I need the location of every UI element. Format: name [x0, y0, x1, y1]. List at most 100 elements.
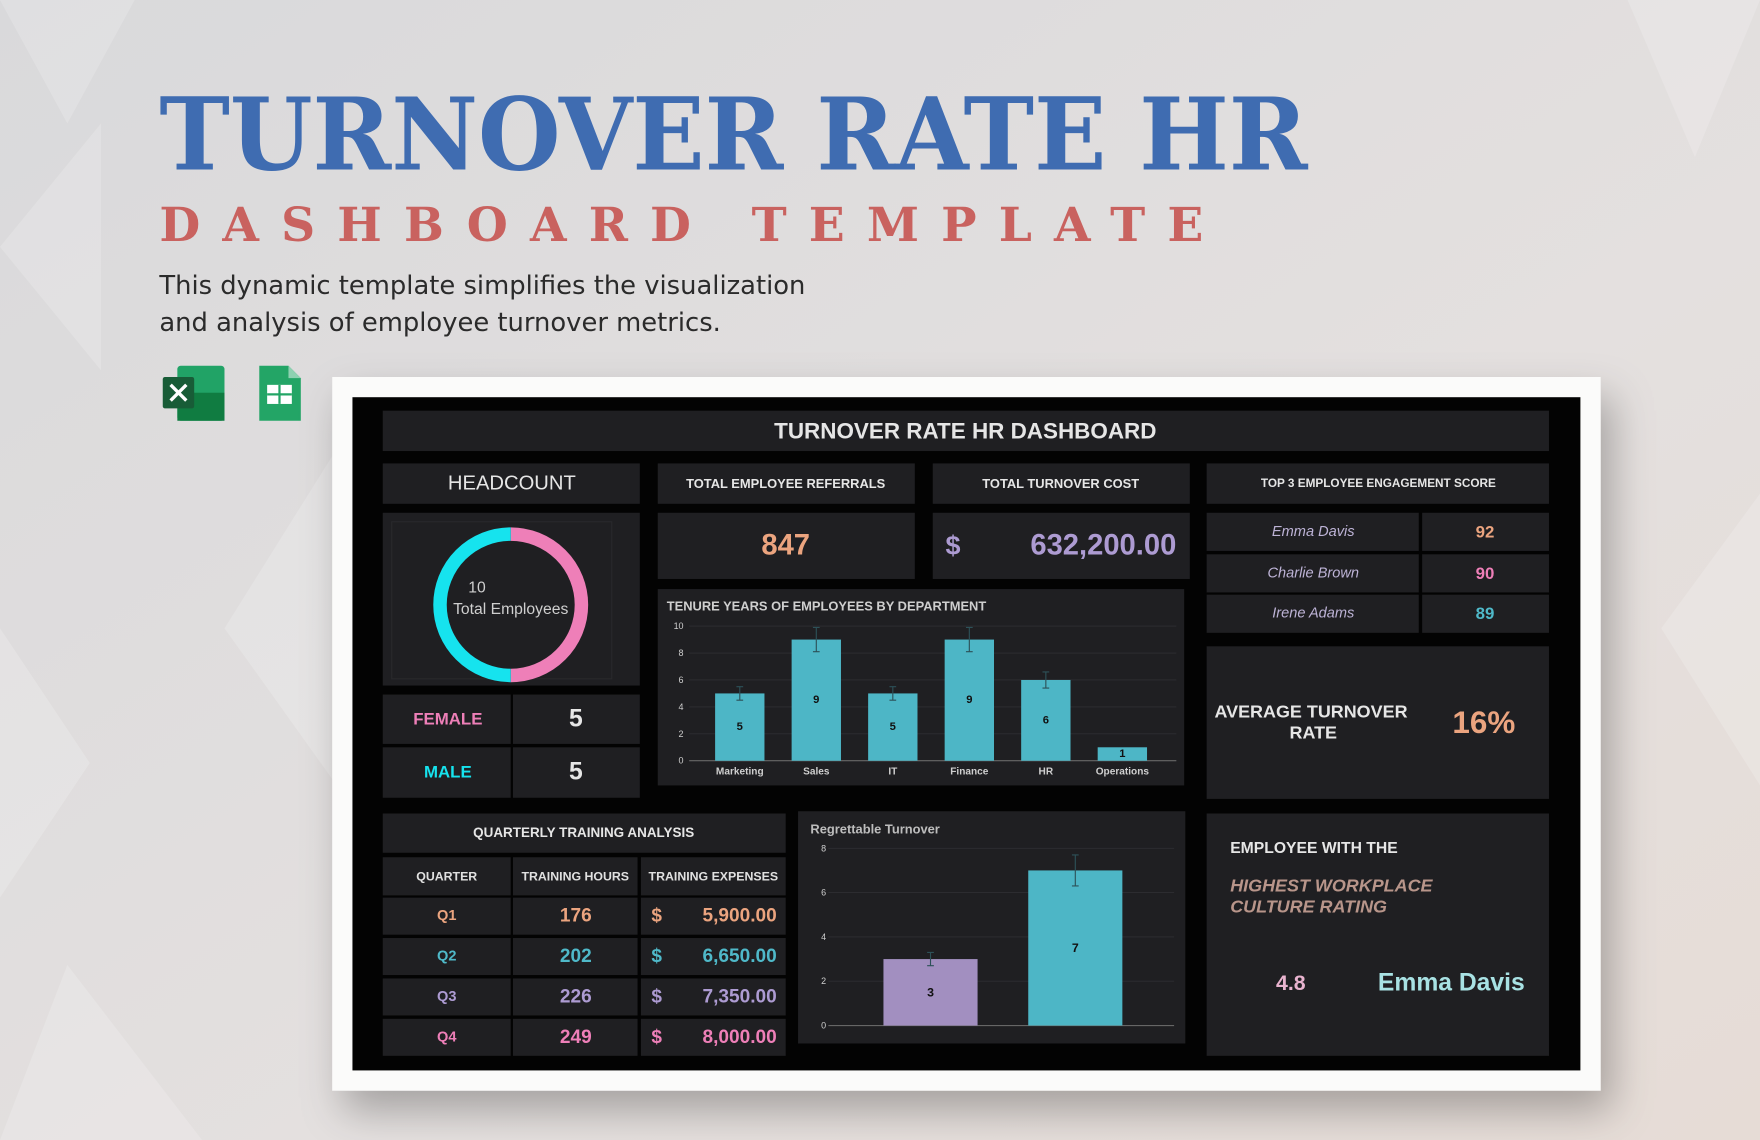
count: 5 — [569, 758, 583, 785]
quarter: Q3 — [437, 989, 456, 1005]
error-bar — [812, 626, 820, 653]
panel-title: TOTAL TURNOVER COST — [982, 476, 1139, 491]
training-expenses: 5,900.00 — [703, 906, 777, 927]
panel-highlight: CULTURE RATING — [1230, 897, 1387, 917]
currency-symbol: $ — [651, 986, 662, 1007]
bar — [1097, 747, 1148, 761]
table-cell — [382, 938, 511, 976]
kpi-label: AVERAGE TURNOVER — [1214, 701, 1407, 721]
currency-symbol: $ — [945, 530, 960, 560]
table-cell — [640, 897, 786, 935]
data-label: 5 — [890, 721, 896, 733]
table-cell — [382, 857, 511, 896]
count: 5 — [569, 706, 583, 733]
y-tick-label: 2 — [821, 976, 826, 986]
donut-center-label: Total Employees — [453, 601, 568, 618]
x-tick-label: Sales — [803, 766, 830, 777]
y-tick-label: 0 — [679, 756, 684, 766]
error-bar — [965, 626, 973, 653]
data-label: 1 — [1119, 748, 1125, 760]
excel-icon — [162, 365, 225, 421]
table-cell — [512, 897, 638, 935]
training-hours: 249 — [560, 1027, 592, 1048]
quarter: Q2 — [437, 949, 456, 965]
engagement-score: 90 — [1476, 564, 1495, 583]
y-tick-label: 8 — [679, 648, 684, 658]
bar — [1021, 679, 1071, 761]
donut-slice — [510, 527, 589, 683]
bar — [883, 959, 978, 1026]
training-expenses: 8,000.00 — [703, 1027, 777, 1048]
error-bar — [927, 951, 934, 967]
table-cell — [1206, 512, 1419, 551]
legend-label: FEMALE — [413, 710, 482, 729]
table-cell — [640, 1018, 786, 1056]
kpi-label: RATE — [1290, 723, 1338, 743]
data-label: 6 — [1043, 714, 1049, 726]
table-cell — [382, 897, 511, 935]
y-tick-label: 6 — [679, 675, 684, 685]
table-cell — [640, 938, 786, 976]
data-label: 3 — [927, 985, 934, 999]
table-cell — [512, 978, 638, 1016]
table-cell — [1422, 512, 1549, 551]
engagement-score: 89 — [1476, 604, 1495, 623]
panel-title: QUARTERLY TRAINING ANALYSIS — [473, 825, 694, 840]
y-tick-label: 0 — [821, 1021, 826, 1031]
bar — [868, 693, 918, 761]
rating: 4.8 — [1276, 971, 1306, 995]
panel-highlight: HIGHEST WORKPLACE — [1230, 875, 1433, 895]
currency-symbol: $ — [651, 1027, 662, 1048]
training-expenses: 7,350.00 — [703, 986, 777, 1007]
table-cell — [1206, 594, 1419, 633]
description-line: and analysis of employee turnover metric… — [159, 308, 720, 338]
x-tick-label: Operations — [1096, 766, 1150, 777]
error-bar — [736, 686, 744, 701]
data-label: 7 — [1072, 941, 1079, 955]
table-cell — [512, 1018, 638, 1056]
sheets-icon — [259, 365, 301, 421]
error-bar — [889, 686, 897, 701]
quarter: Q1 — [437, 908, 456, 924]
table-cell — [1422, 554, 1549, 593]
y-tick-label: 4 — [821, 932, 826, 942]
data-label: 9 — [813, 694, 819, 706]
bar — [944, 639, 995, 761]
panel-title: TOP 3 EMPLOYEE ENGAGEMENT SCORE — [1261, 477, 1496, 490]
training-hours: 202 — [560, 946, 592, 967]
y-tick-label: 4 — [679, 702, 684, 712]
employee-name: Emma Davis — [1272, 524, 1355, 540]
error-bar — [1042, 671, 1050, 689]
bar — [1028, 870, 1123, 1026]
data-label: 5 — [737, 721, 743, 733]
page-title: TURNOVER RATE HR — [159, 76, 1308, 194]
panel-heading: EMPLOYEE WITH THE — [1230, 840, 1398, 857]
employee-name: Irene Adams — [1272, 606, 1354, 622]
employee-name: Emma Davis — [1378, 969, 1525, 996]
training-hours: 226 — [560, 986, 592, 1007]
bar — [791, 639, 841, 761]
data-label: 9 — [966, 694, 972, 706]
training-hours: 176 — [560, 906, 592, 927]
table-cell — [512, 857, 638, 896]
table-header: TRAINING HOURS — [521, 869, 629, 883]
panel-title: TOTAL EMPLOYEE REFERRALS — [686, 476, 886, 491]
currency-symbol: $ — [651, 946, 662, 967]
panel-title: HEADCOUNT — [448, 473, 576, 495]
y-tick-label: 10 — [674, 621, 684, 631]
chart-title: Regrettable Turnover — [810, 822, 939, 837]
kpi-value: 16% — [1452, 705, 1515, 740]
x-tick-label: HR — [1039, 766, 1054, 777]
employee-name: Charlie Brown — [1267, 565, 1359, 581]
y-tick-label: 2 — [679, 729, 684, 739]
training-expenses: 6,650.00 — [703, 946, 777, 967]
currency-symbol: $ — [651, 906, 662, 927]
description-line: This dynamic template simplifies the vis… — [158, 271, 805, 301]
table-header: QUARTER — [416, 869, 477, 883]
referrals-value: 847 — [761, 529, 810, 561]
donut-center-value: 10 — [468, 579, 486, 596]
turnover-cost: 632,200.00 — [1030, 529, 1176, 561]
